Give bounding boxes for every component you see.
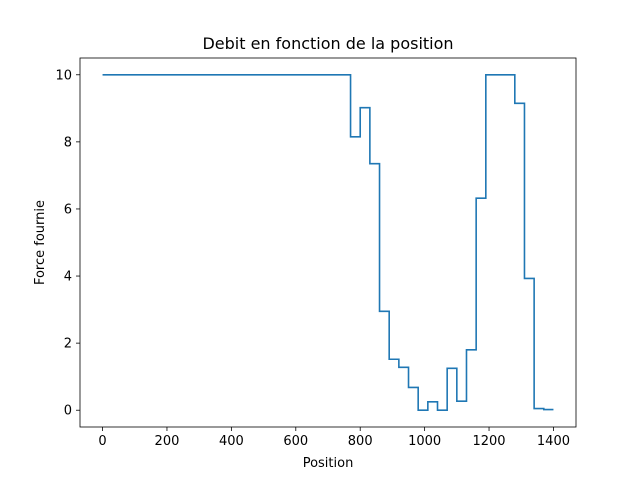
y-tick-label: 4 xyxy=(64,270,72,285)
axes-frame xyxy=(79,57,577,428)
y-tick-label: 0 xyxy=(64,404,72,419)
y-tick-label: 6 xyxy=(64,202,72,217)
x-tick-label: 200 xyxy=(155,434,180,449)
y-axis-ticks: 0 2 4 6 8 10 xyxy=(55,68,80,419)
y-tick-label: 10 xyxy=(55,68,72,83)
x-axis-ticks: 0 200 400 600 800 1000 1200 1400 xyxy=(98,427,570,449)
y-tick-label: 2 xyxy=(64,337,72,352)
x-tick-label: 1000 xyxy=(408,434,441,449)
y-axis-label: Force fournie xyxy=(33,200,48,285)
y-tick-label: 8 xyxy=(64,135,72,150)
plot-area xyxy=(102,73,554,412)
x-tick-label: 1200 xyxy=(472,434,505,449)
x-axis-label: Position xyxy=(303,456,354,471)
x-tick-label: 1400 xyxy=(537,434,570,449)
x-tick-label: 600 xyxy=(283,434,308,449)
x-tick-label: 400 xyxy=(219,434,244,449)
chart-title: Debit en fonction de la position xyxy=(202,34,453,53)
x-tick-label: 800 xyxy=(348,434,373,449)
series-line xyxy=(102,73,554,412)
x-tick-label: 0 xyxy=(98,434,106,449)
